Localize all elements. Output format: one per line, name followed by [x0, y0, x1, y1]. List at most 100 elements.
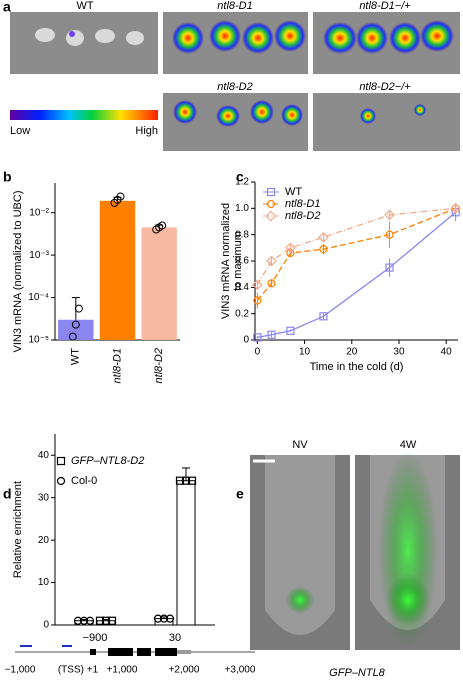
marker — [253, 296, 262, 305]
x-tick-label: WT — [70, 348, 82, 365]
marker — [266, 187, 276, 197]
legend-label: GFP–NTL8-D2 — [71, 455, 144, 467]
image-label: WT — [76, 0, 93, 12]
marker — [165, 614, 175, 623]
panel-letter: e — [236, 486, 244, 502]
marker — [187, 476, 197, 485]
marker — [56, 476, 66, 486]
x-tick-label: 10 — [299, 347, 311, 358]
marker — [175, 476, 185, 485]
y-axis-label: to maximum — [232, 231, 244, 291]
marker — [79, 616, 89, 625]
y-axis-label: VIN3 mRNA normalized — [220, 203, 232, 319]
marker — [85, 616, 95, 625]
y-axis-label: VIN3 mRNA (normalized to UBC) — [12, 191, 24, 353]
image-label: ntl8-D1−/+ — [359, 0, 411, 12]
series-line — [257, 211, 457, 339]
panel-letter: a — [3, 0, 11, 15]
y-tick-label: 30 — [38, 492, 50, 503]
y-tick-label: 10⁻² — [29, 207, 49, 218]
legend-label: ntl8-D2 — [285, 210, 320, 222]
marker — [286, 326, 295, 335]
x-tick-label: 30 — [393, 347, 405, 358]
colorbar-label: High — [135, 125, 158, 137]
y-tick-label: 0.4 — [235, 282, 249, 293]
bar — [58, 319, 94, 340]
image-label: ntl8-D1 — [217, 0, 252, 12]
marker — [73, 616, 83, 625]
marker — [56, 456, 66, 466]
legend-label: ntl8-D1 — [285, 198, 320, 210]
image-label: NV — [292, 439, 308, 451]
legend-label: Col-0 — [71, 475, 97, 487]
y-tick-label: 40 — [38, 450, 50, 461]
marker — [318, 231, 329, 243]
x-tick-label: 0 — [255, 347, 261, 358]
gene-axis-label: −1,000 — [5, 665, 36, 676]
data-point — [116, 192, 125, 201]
marker — [450, 202, 461, 214]
y-tick-label: 1.2 — [235, 177, 249, 188]
y-tick-label: 10 — [38, 577, 50, 588]
seedling-images — [10, 12, 460, 151]
legend-label: WT — [285, 186, 302, 198]
image-caption: GFP–NTL8 — [329, 667, 386, 679]
marker — [285, 242, 296, 254]
y-tick-label: 0.2 — [235, 308, 249, 319]
marker — [253, 333, 262, 342]
colorbar-label: Low — [10, 125, 30, 137]
marker — [101, 616, 111, 625]
image-label: 4W — [400, 439, 417, 451]
marker — [265, 210, 277, 222]
marker — [319, 312, 328, 321]
y-tick-label: 0.8 — [235, 229, 249, 240]
marker — [319, 245, 328, 254]
marker — [267, 279, 276, 288]
data-point — [158, 221, 167, 230]
y-tick-label: 0 — [243, 335, 249, 346]
marker — [267, 330, 276, 339]
marker — [159, 614, 169, 623]
marker — [95, 616, 105, 625]
y-tick-label: 0 — [43, 620, 49, 631]
marker — [384, 209, 395, 221]
y-tick-label: 0.6 — [235, 256, 249, 267]
series-line — [256, 207, 456, 286]
panel-letter: d — [3, 486, 12, 502]
x-tick-label: 20 — [346, 347, 358, 358]
y-tick-label: 20 — [38, 535, 50, 546]
gene-axis-label: +2,000 — [169, 665, 200, 676]
root-images — [250, 450, 460, 650]
y-tick-label: 10⁻³ — [29, 250, 49, 261]
x-tick-label: ntl8-D1 — [111, 348, 123, 383]
data-point — [68, 332, 77, 341]
x-tick-label: 30 — [169, 632, 181, 644]
marker — [266, 199, 276, 209]
bar — [176, 480, 196, 626]
data-point — [71, 320, 80, 329]
marker — [153, 614, 163, 623]
gene-structure — [15, 645, 255, 656]
y-tick-label: 10⁻⁴ — [28, 292, 49, 303]
image-label: ntl8-D2 — [217, 81, 252, 93]
x-tick-label: ntl8-D2 — [153, 348, 165, 383]
x-tick-label: 40 — [441, 347, 453, 358]
y-tick-label: 10⁻⁵ — [28, 335, 49, 346]
x-tick-label: −900 — [83, 632, 108, 644]
bar — [141, 227, 177, 340]
bar — [99, 200, 136, 340]
marker — [385, 230, 394, 239]
marker — [385, 263, 394, 272]
data-point — [74, 304, 83, 313]
gene-axis-label: +3,000 — [225, 665, 256, 676]
y-tick-label: 1.0 — [235, 203, 249, 214]
marker — [107, 616, 117, 625]
y-axis-label: Relative enrichment — [12, 481, 24, 578]
gene-axis-label: +1,000 — [107, 665, 138, 676]
x-axis-label: Time in the cold (d) — [310, 361, 404, 373]
image-label: ntl8-D2−/+ — [359, 81, 411, 93]
marker — [181, 476, 191, 485]
marker — [266, 255, 277, 267]
panel-letter: b — [3, 169, 12, 185]
